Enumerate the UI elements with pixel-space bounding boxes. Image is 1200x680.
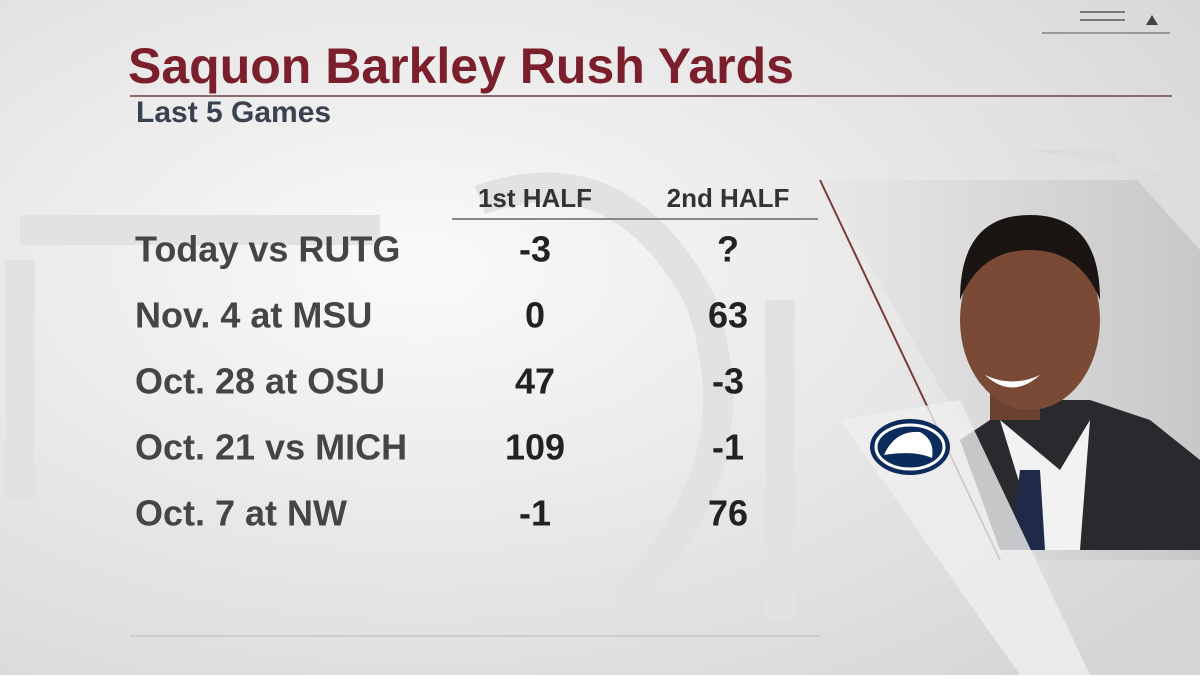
- first-half-yards: 0: [525, 295, 545, 336]
- second-half-yards: -1: [712, 427, 744, 468]
- game-label: Oct. 21 vs MICH: [135, 427, 407, 468]
- game-label: Nov. 4 at MSU: [135, 295, 372, 336]
- title: Saquon Barkley Rush Yards: [128, 38, 794, 94]
- subtitle: Last 5 Games: [136, 96, 331, 129]
- game-label: Oct. 7 at NW: [135, 493, 347, 534]
- background-watermark: [5, 172, 795, 620]
- second-half-yards: 63: [708, 295, 748, 336]
- column-header: 2nd HALF: [667, 183, 790, 213]
- menu-icon: [1042, 11, 1170, 34]
- second-half-yards: -3: [712, 361, 744, 402]
- first-half-yards: -1: [519, 493, 551, 534]
- column-header: 1st HALF: [478, 183, 592, 213]
- second-half-yards: 76: [708, 493, 748, 534]
- team-logo: [870, 419, 950, 475]
- first-half-yards: 109: [505, 427, 565, 468]
- game-label: Today vs RUTG: [135, 229, 400, 270]
- first-half-yards: 47: [515, 361, 555, 402]
- game-label: Oct. 28 at OSU: [135, 361, 385, 402]
- second-half-yards: ?: [717, 229, 739, 270]
- first-half-yards: -3: [519, 229, 551, 270]
